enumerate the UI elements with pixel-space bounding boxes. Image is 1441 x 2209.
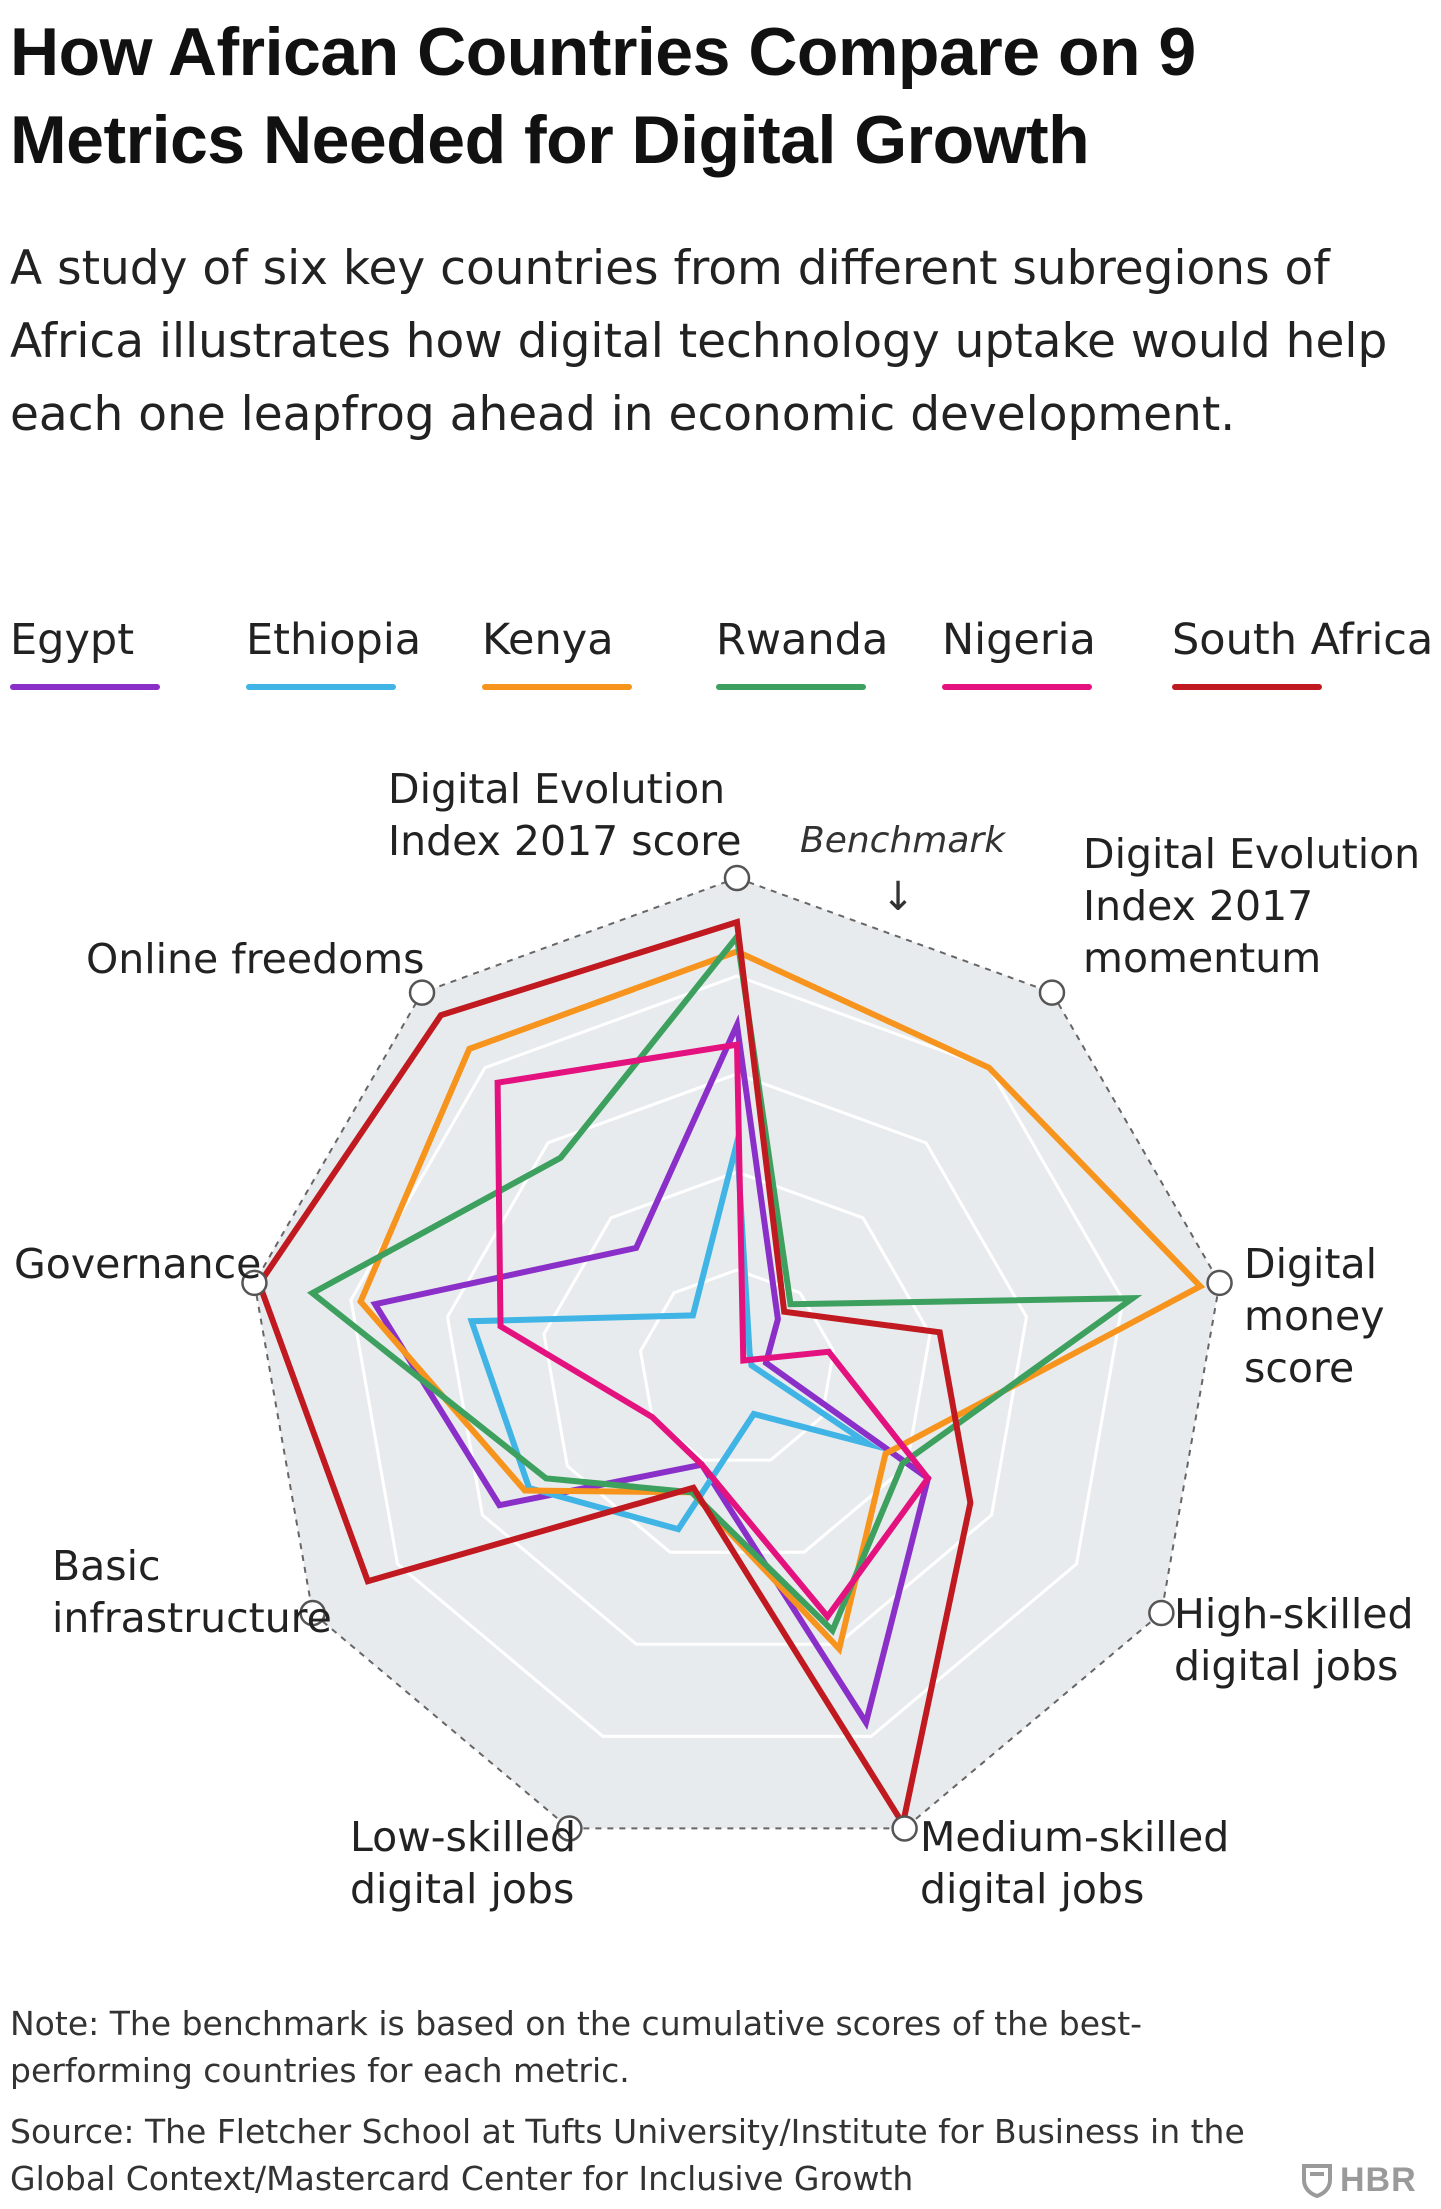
legend-item-rwanda: Rwanda [716, 612, 888, 692]
logo-text: HBR [1340, 2160, 1417, 2199]
legend-item-kenya: Kenya [482, 612, 632, 692]
publisher-logo: HBR [1300, 2160, 1417, 2200]
axis-label: Digital money score [1244, 1240, 1385, 1392]
legend-item-egypt: Egypt [10, 612, 160, 692]
legend-label: Rwanda [716, 615, 889, 665]
legend-item-ethiopia: Ethiopia [246, 612, 421, 692]
axis-label: Low-skilled digital jobs [350, 1813, 576, 1913]
legend-swatch [1172, 684, 1322, 690]
legend-swatch [942, 684, 1092, 690]
axis-marker [891, 1815, 918, 1842]
legend-label: Kenya [482, 615, 614, 665]
axis-marker [299, 1599, 326, 1627]
axis-label: Digital Evolution Index 2017 score [388, 765, 741, 865]
axis-marker [408, 979, 436, 1006]
axis-label: Medium-skilled digital jobs [920, 1813, 1229, 1913]
legend-label: Nigeria [942, 615, 1096, 665]
axis-marker [556, 1815, 583, 1842]
legend-swatch [10, 684, 160, 690]
series-line-kenya [357, 948, 1206, 1656]
axis-label: Online freedoms [86, 935, 425, 983]
axis-marker [1038, 979, 1066, 1006]
axis-marker [1148, 1599, 1175, 1627]
axis-marker [723, 864, 751, 892]
benchmark-outline [253, 876, 1221, 1830]
axis-label: Digital Evolution Index 2017 momentum [1083, 830, 1420, 982]
chart-subtitle: A study of six key countries from differ… [10, 241, 1388, 442]
radar-chart: Digital Evolution Index 2017 score Digital… [14, 765, 1420, 1913]
legend-swatch [716, 684, 866, 690]
legend-label: Ethiopia [246, 615, 422, 665]
axis-label: Basic infrastructure [52, 1542, 332, 1642]
axis-marker [1206, 1269, 1233, 1297]
series-line-rwanda [306, 929, 1143, 1636]
series-line-south-africa [255, 918, 974, 1832]
series-line-nigeria [494, 1041, 932, 1622]
benchmark-label: Benchmark [800, 820, 1007, 861]
shield-icon [1302, 2164, 1332, 2198]
legend-swatch [246, 684, 396, 690]
axis-label: Governance [14, 1240, 261, 1288]
legend-swatch [482, 684, 632, 690]
legend-item-nigeria: Nigeria [942, 612, 1096, 692]
benchmark-arrow-icon: ↓ [881, 874, 915, 920]
axis-label: High-skilled digital jobs [1174, 1590, 1414, 1690]
grid-ring [638, 1268, 836, 1462]
source-note: Source: The Fletcher School at Tufts Uni… [10, 2112, 1245, 2198]
grid-ring [349, 974, 1125, 1738]
axis-marker [241, 1269, 268, 1297]
footnote: Note: The benchmark is based on the cumu… [10, 2004, 1143, 2090]
legend-label: South Africa [1172, 615, 1434, 665]
legend-label: Egypt [10, 615, 135, 665]
legend-item-south-africa: South Africa [1172, 612, 1433, 692]
chart-title: How African Countries Compare on 9 Metri… [10, 14, 1196, 178]
